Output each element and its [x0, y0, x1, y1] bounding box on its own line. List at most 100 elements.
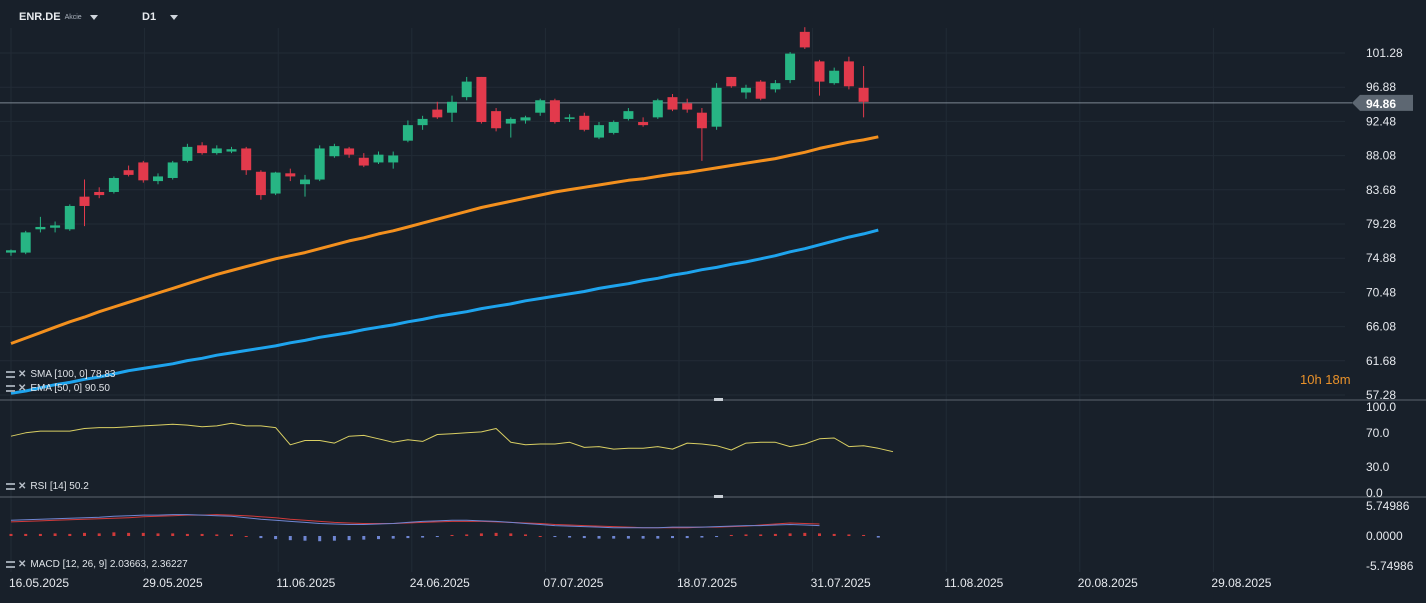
candle-up: [461, 76, 472, 101]
macd-legend[interactable]: ✕ MACD [12, 26, 9] 2.03663, 2.36227: [6, 559, 188, 570]
macd-histogram-bar: [244, 536, 248, 537]
candle-body: [344, 148, 355, 155]
candle-body: [770, 83, 781, 90]
candle-up: [167, 160, 178, 180]
macd-histogram-bar: [38, 533, 42, 536]
close-icon[interactable]: ✕: [18, 481, 27, 492]
candle-down: [491, 108, 502, 132]
candle-body: [94, 191, 105, 196]
macd-histogram-bar: [862, 534, 866, 536]
candle-up: [520, 115, 531, 124]
candle-body: [255, 171, 266, 196]
candle-down: [667, 94, 678, 112]
macd-histogram-bar: [318, 536, 322, 542]
pane-resize-handle[interactable]: [714, 495, 723, 498]
candle-body: [50, 225, 61, 228]
candle-body: [153, 176, 163, 182]
macd-histogram-bar: [729, 534, 733, 536]
price-tick-label: 70.48: [1366, 285, 1396, 299]
macd-histogram-bar: [391, 536, 395, 539]
candle-body: [623, 111, 634, 119]
candle-up: [785, 52, 796, 84]
candle-body: [741, 87, 751, 93]
candle-down: [285, 168, 296, 182]
candle-body: [667, 97, 678, 110]
macd-histogram-bar: [83, 532, 86, 536]
price-tick-label: 83.68: [1366, 183, 1396, 197]
macd-histogram-bar: [832, 533, 836, 536]
sma-legend[interactable]: ✕ SMA [100, 0] 78.83: [6, 369, 115, 380]
settings-lines-icon[interactable]: [6, 385, 15, 392]
macd-tick-label: -5.74986: [1366, 559, 1414, 573]
ema-legend[interactable]: ✕ EMA [50, 0] 90.50: [6, 383, 110, 394]
macd-histogram-bar: [215, 534, 219, 536]
settings-lines-icon[interactable]: [6, 371, 15, 378]
candle-body: [829, 70, 840, 84]
candle-up: [608, 120, 619, 135]
macd-histogram-bar: [773, 533, 777, 536]
macd-histogram-bar: [715, 536, 719, 538]
candle-body: [123, 170, 134, 175]
price-tick-label: 74.88: [1366, 251, 1396, 265]
pane-resize-handle[interactable]: [714, 398, 723, 401]
date-tick-label: 07.07.2025: [543, 576, 603, 590]
macd-histogram-bar: [9, 533, 13, 536]
candle-up: [505, 117, 516, 138]
close-icon[interactable]: ✕: [18, 559, 27, 570]
macd-histogram-bar: [141, 532, 145, 536]
close-icon[interactable]: ✕: [18, 369, 27, 380]
macd-tick-label: 5.74986: [1366, 499, 1410, 513]
candle-up: [373, 151, 384, 164]
candle-down: [682, 98, 693, 113]
candle-body: [197, 145, 208, 154]
candle-up: [388, 151, 399, 169]
candle-body: [476, 76, 487, 123]
candle-up: [594, 122, 604, 140]
candle-body: [594, 125, 604, 138]
candle-body: [226, 149, 237, 152]
macd-histogram-bar: [332, 536, 336, 541]
macd-histogram-bar: [626, 536, 630, 539]
macd-histogram-bar: [788, 533, 792, 536]
candle-down: [241, 146, 252, 175]
candle-body: [182, 146, 193, 161]
timeframe-selector[interactable]: D1: [142, 11, 179, 23]
macd-histogram-bar: [230, 534, 233, 536]
macd-histogram-bar: [377, 536, 380, 540]
candle-up: [329, 143, 340, 158]
price-tick-label: 88.08: [1366, 149, 1396, 163]
settings-lines-icon[interactable]: [6, 561, 15, 568]
current-price-label: 94.86: [1366, 97, 1396, 111]
macd-histogram-bar: [421, 536, 425, 538]
candle-body: [314, 148, 325, 180]
candle-up: [564, 114, 575, 123]
macd-histogram-bar: [803, 532, 807, 536]
candle-body: [211, 148, 222, 154]
rsi-legend[interactable]: ✕ RSI [14] 50.2: [6, 481, 89, 492]
macd-histogram-bar: [112, 532, 116, 536]
candle-up: [623, 108, 634, 121]
candle-up: [153, 173, 163, 185]
date-tick-label: 18.07.2025: [677, 576, 737, 590]
symbol-label: ENR.DE: [19, 11, 61, 23]
close-icon[interactable]: ✕: [18, 383, 27, 394]
candle-down: [255, 170, 266, 200]
macd-histogram-bar: [259, 536, 263, 539]
macd-histogram-bar: [97, 533, 101, 536]
current-price-badge: [1352, 94, 1413, 111]
date-tick-label: 11.06.2025: [276, 576, 335, 590]
candle-countdown: 10h 18m: [1300, 372, 1351, 387]
macd-histogram-bar: [538, 536, 542, 537]
candle-body: [785, 53, 796, 81]
macd-histogram-bar: [494, 532, 498, 536]
macd-histogram-bar: [597, 536, 601, 539]
macd-tick-label: 0.0000: [1366, 529, 1403, 543]
macd-histogram-bar: [127, 532, 131, 536]
candle-body: [388, 155, 399, 163]
symbol-selector[interactable]: ENR.DE Akcie: [19, 11, 98, 23]
macd-histogram-bar: [303, 536, 307, 541]
macd-histogram-bar: [876, 536, 880, 538]
settings-lines-icon[interactable]: [6, 483, 15, 490]
candle-down: [358, 153, 369, 168]
